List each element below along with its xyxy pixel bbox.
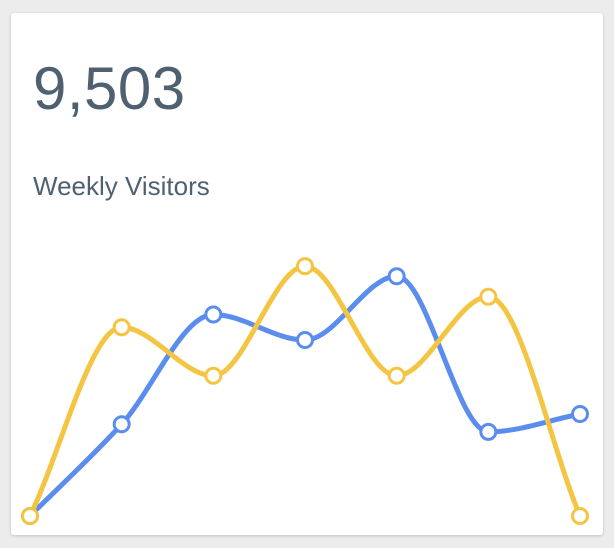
series-line-2 — [27, 263, 583, 519]
series-1-point[interactable] — [112, 415, 131, 434]
metric-label: Weekly Visitors — [33, 171, 210, 201]
series-2-point[interactable] — [571, 507, 589, 525]
series-2-point[interactable] — [112, 318, 131, 337]
series-2-point[interactable] — [387, 366, 406, 385]
series-2-point[interactable] — [21, 507, 39, 525]
series-1-point[interactable] — [571, 405, 589, 423]
series-1-point[interactable] — [387, 267, 406, 286]
series-2-point[interactable] — [204, 366, 223, 385]
series-1-point[interactable] — [296, 331, 314, 350]
series-1-point[interactable] — [204, 305, 223, 324]
series-1-point[interactable] — [479, 422, 498, 441]
series-2-point[interactable] — [479, 287, 498, 306]
series-line-1 — [27, 273, 583, 519]
metric-value: 9,503 — [33, 55, 186, 122]
series-2-point[interactable] — [296, 257, 314, 276]
